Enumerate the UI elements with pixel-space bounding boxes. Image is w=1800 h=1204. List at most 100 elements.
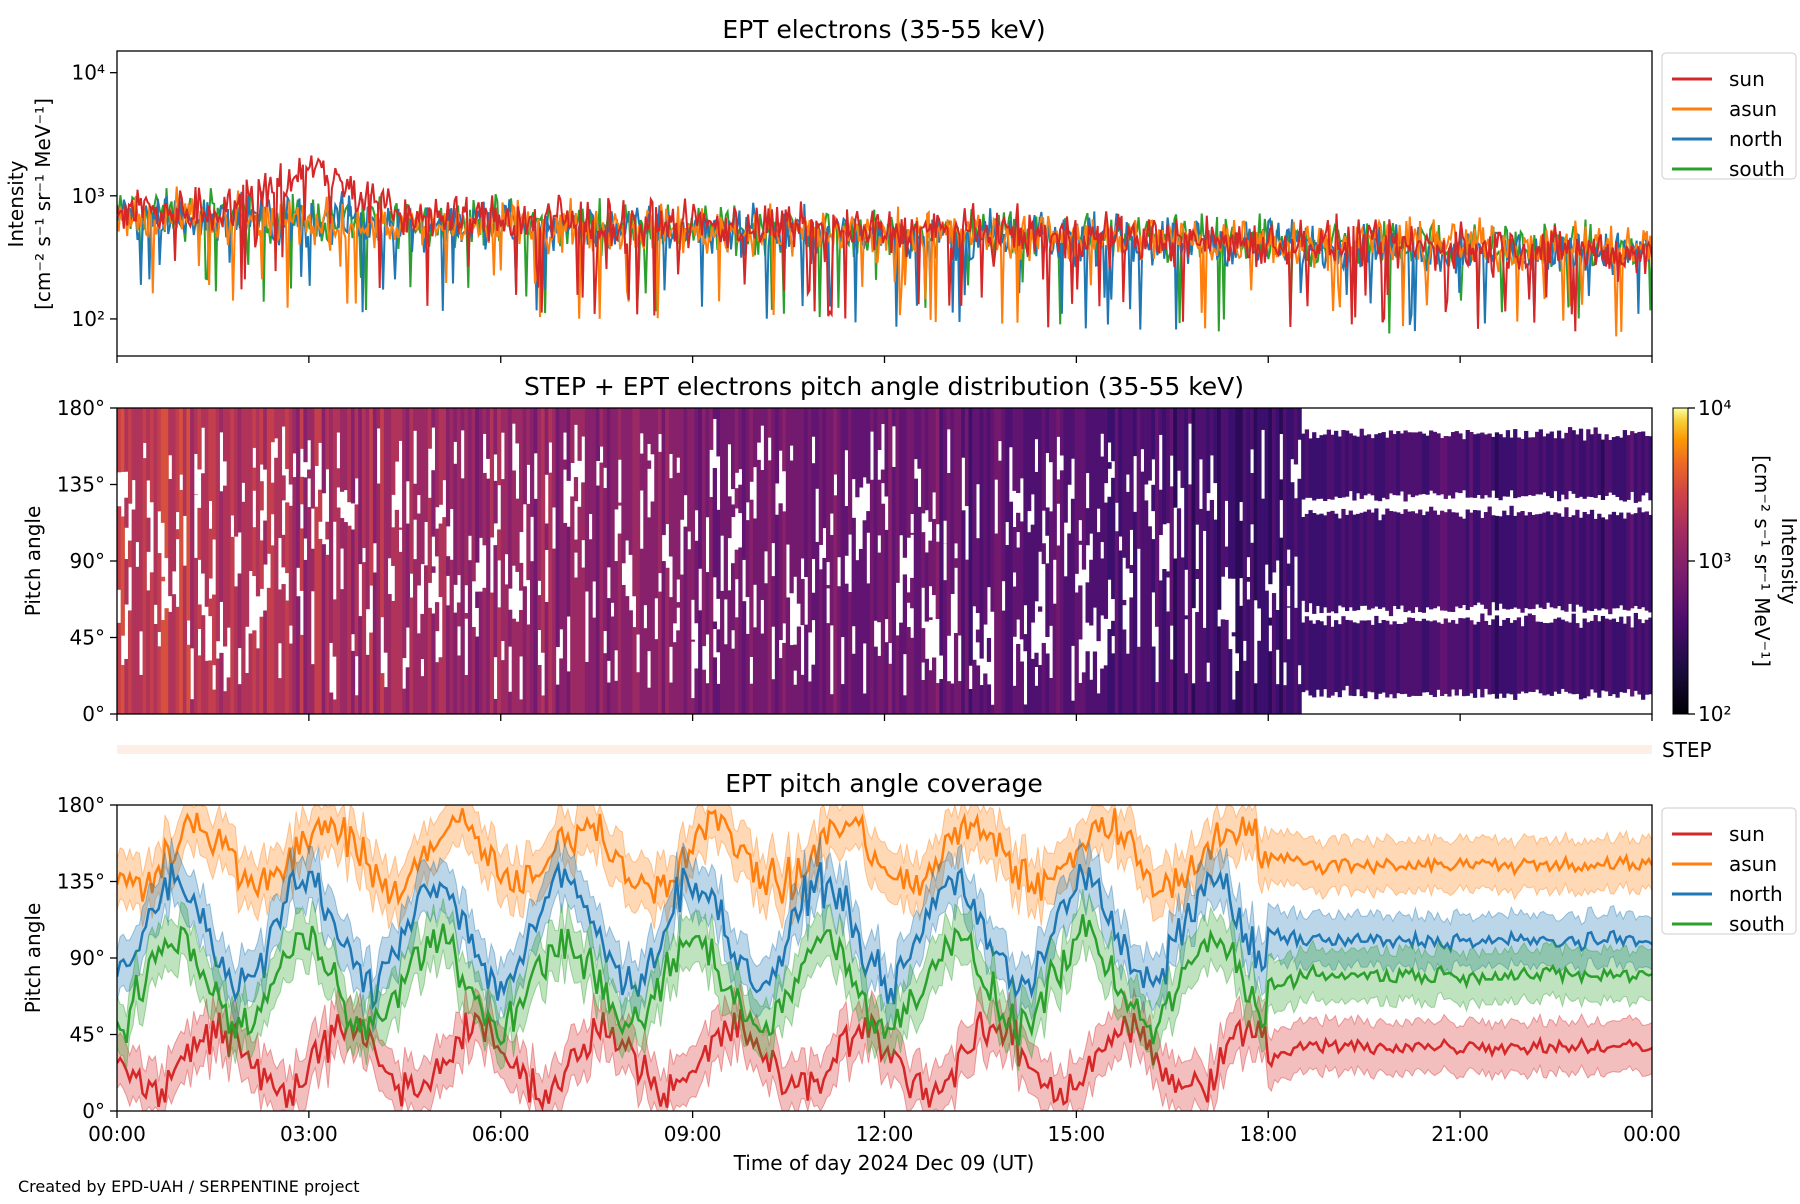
pad-cell bbox=[194, 495, 198, 496]
pad-cell bbox=[263, 521, 267, 565]
pad-cell bbox=[1155, 682, 1159, 714]
pad-cell bbox=[1345, 515, 1349, 611]
pad-cell bbox=[472, 627, 476, 714]
intensity-ylabel-units: [cm⁻² s⁻¹ sr⁻¹ MeV⁻¹] bbox=[31, 98, 55, 310]
pad-cell bbox=[223, 486, 227, 647]
pad-ylabel: Pitch angle bbox=[21, 506, 45, 617]
pad-cell bbox=[954, 633, 958, 714]
pad-cell bbox=[1371, 438, 1375, 495]
pad-cell bbox=[658, 592, 662, 714]
pad-cell bbox=[662, 408, 666, 535]
pad-cell bbox=[1056, 408, 1060, 437]
pad-cell bbox=[1604, 519, 1608, 609]
pad-cell bbox=[1086, 508, 1090, 545]
pad-cell bbox=[1575, 510, 1579, 605]
pad-cell bbox=[1433, 620, 1437, 697]
colorbar-tick-label: 10² bbox=[1698, 702, 1731, 726]
pad-cell bbox=[519, 610, 523, 656]
pad-cell bbox=[559, 408, 563, 629]
pad-cell bbox=[281, 408, 285, 427]
pad-cell bbox=[497, 607, 501, 714]
pad-cell bbox=[1480, 614, 1484, 698]
pad-cell bbox=[493, 408, 497, 454]
pad-cell bbox=[1626, 616, 1630, 689]
pad-cell bbox=[446, 408, 450, 526]
pad-cell bbox=[621, 585, 625, 714]
pad-cell bbox=[227, 677, 231, 714]
pad-cell bbox=[1228, 649, 1232, 714]
pad-cell bbox=[826, 585, 830, 588]
pad-cell bbox=[205, 408, 209, 607]
pad-cell bbox=[1590, 510, 1594, 611]
pad-cell bbox=[1553, 512, 1557, 608]
pad-cell bbox=[921, 408, 925, 513]
pad-cell bbox=[223, 691, 227, 714]
pad-cell bbox=[1177, 508, 1181, 714]
pad-cell bbox=[877, 656, 881, 714]
pad-cell bbox=[1020, 521, 1024, 639]
pad-cell bbox=[475, 637, 479, 714]
pad-cell bbox=[504, 584, 508, 714]
pad-cell bbox=[285, 502, 289, 573]
pad-cell bbox=[1034, 653, 1038, 667]
pad-cell bbox=[497, 408, 501, 485]
pad-cell bbox=[1104, 665, 1108, 714]
ytick-label: 10³ bbox=[72, 184, 105, 208]
pad-cell bbox=[1356, 437, 1360, 494]
pad-cell bbox=[1115, 531, 1119, 714]
pad-cell bbox=[260, 481, 264, 510]
pad-cell bbox=[987, 684, 991, 714]
pad-cell bbox=[1184, 615, 1188, 619]
pad-cell bbox=[1122, 629, 1126, 714]
pad-cell bbox=[1078, 585, 1082, 639]
pad-cell bbox=[1089, 408, 1093, 534]
pad-cell bbox=[1586, 429, 1590, 497]
pad-cell bbox=[1327, 512, 1331, 613]
pad-cell bbox=[1389, 624, 1393, 694]
pad-cell bbox=[1071, 408, 1075, 459]
pad-cell bbox=[618, 503, 622, 506]
pad-cell bbox=[1444, 619, 1448, 694]
pad-cell bbox=[1323, 625, 1327, 689]
pad-cell bbox=[252, 527, 256, 576]
pad-cell bbox=[1594, 519, 1598, 609]
pad-cell bbox=[1276, 684, 1280, 714]
pad-cell bbox=[1096, 693, 1100, 714]
intensity-lines bbox=[117, 156, 1652, 337]
pad-cell bbox=[1261, 408, 1265, 430]
pad-cell bbox=[559, 658, 563, 714]
pad-cell bbox=[958, 408, 962, 636]
pad-cell bbox=[1005, 408, 1009, 522]
pad-cell bbox=[1433, 511, 1437, 609]
pad-cell bbox=[263, 408, 267, 470]
pad-cell bbox=[574, 540, 578, 553]
pad-cell bbox=[431, 408, 435, 428]
pad-cell bbox=[1517, 617, 1521, 693]
pad-cell bbox=[1107, 462, 1111, 469]
pad-cell bbox=[435, 602, 439, 631]
pad-cell bbox=[1012, 408, 1016, 491]
coverage-yticks: 0°45°90°135°180° bbox=[57, 793, 117, 1123]
pad-cell bbox=[1316, 438, 1320, 499]
pad-cell bbox=[355, 695, 359, 714]
pad-cell bbox=[373, 572, 377, 714]
pad-cell bbox=[391, 527, 395, 566]
pad-cell bbox=[603, 408, 607, 468]
xtick-label: 12:00 bbox=[856, 1122, 914, 1146]
pad-cell bbox=[1184, 673, 1188, 714]
pad-cell bbox=[303, 560, 307, 714]
pad-cell bbox=[260, 540, 264, 589]
pad-cell bbox=[1290, 482, 1294, 714]
pad-cell bbox=[402, 408, 406, 658]
pad-cell bbox=[1064, 408, 1068, 523]
pad-cell bbox=[450, 560, 454, 714]
pad-cell bbox=[724, 408, 728, 599]
pad-cell bbox=[289, 408, 293, 485]
pad-cell bbox=[150, 408, 154, 502]
pad-cell bbox=[154, 408, 158, 605]
pad-cell bbox=[1308, 620, 1312, 695]
pad-cell bbox=[1367, 434, 1371, 493]
pad-cell bbox=[895, 408, 899, 583]
pad-cell bbox=[811, 463, 815, 559]
